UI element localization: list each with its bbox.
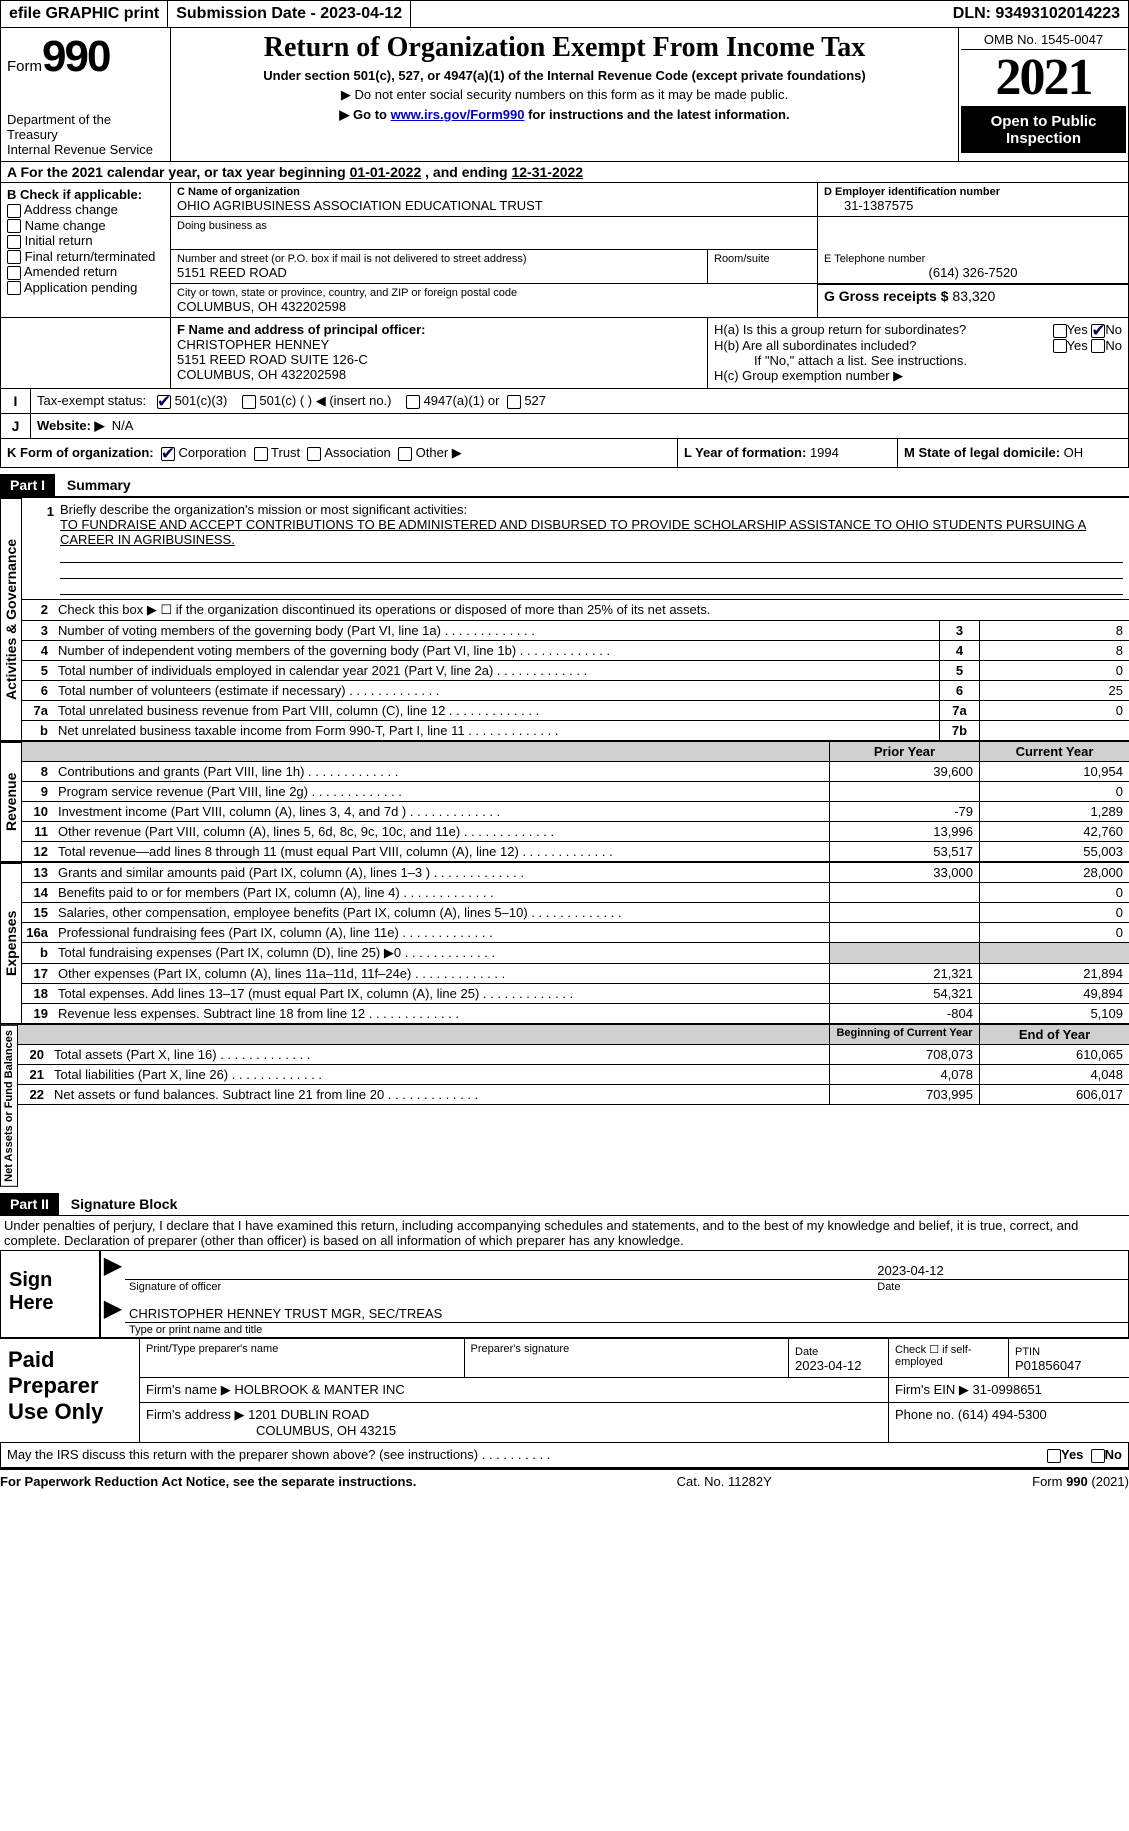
- ha-no[interactable]: [1091, 324, 1105, 338]
- firm-ein: 31-0998651: [972, 1382, 1041, 1397]
- row-klm: K Form of organization: Corporation Trus…: [0, 439, 1129, 468]
- chk-amended[interactable]: [7, 266, 21, 280]
- ssn-note: ▶ Do not enter social security numbers o…: [177, 87, 952, 103]
- form-990-box: Form990 Department of the Treasury Inter…: [1, 28, 171, 161]
- officer-name-title: CHRISTOPHER HENNEY TRUST MGR, SEC/TREAS: [125, 1294, 1128, 1323]
- exp-line-19: 19 Revenue less expenses. Subtract line …: [22, 1004, 1129, 1024]
- street-address: 5151 REED ROAD: [177, 265, 701, 280]
- net-line-20: 20 Total assets (Part X, line 16) 708,07…: [18, 1045, 1129, 1065]
- box-b: B Check if applicable: Address change Na…: [1, 183, 171, 317]
- form-title: Return of Organization Exempt From Incom…: [177, 32, 952, 64]
- rev-line-9: 9 Program service revenue (Part VIII, li…: [22, 782, 1129, 802]
- gov-line-b: b Net unrelated business taxable income …: [22, 721, 1129, 741]
- goto-note: ▶ Go to www.irs.gov/Form990 for instruct…: [177, 107, 952, 123]
- rev-line-10: 10 Investment income (Part VIII, column …: [22, 802, 1129, 822]
- exp-line-14: 14 Benefits paid to or for members (Part…: [22, 883, 1129, 903]
- ha-yes[interactable]: [1053, 324, 1067, 338]
- part1-header: Part I Summary: [0, 468, 1129, 497]
- hb-no[interactable]: [1091, 339, 1105, 353]
- row-j: J Website: ▶ N/A: [0, 414, 1129, 439]
- gov-line-4: 4 Number of independent voting members o…: [22, 641, 1129, 661]
- firm-phone: (614) 494-5300: [958, 1407, 1047, 1422]
- net-assets-section: Net Assets or Fund Balances Beginning of…: [0, 1024, 1129, 1187]
- omb-number: OMB No. 1545-0047: [961, 30, 1126, 50]
- gov-line-6: 6 Total number of volunteers (estimate i…: [22, 681, 1129, 701]
- row-i: I Tax-exempt status: 501(c)(3) 501(c) ( …: [0, 389, 1129, 414]
- form-subtitle: Under section 501(c), 527, or 4947(a)(1)…: [177, 68, 952, 83]
- entity-info: B Check if applicable: Address change Na…: [0, 183, 1129, 318]
- rev-line-11: 11 Other revenue (Part VIII, column (A),…: [22, 822, 1129, 842]
- mission-text: TO FUNDRAISE AND ACCEPT CONTRIBUTIONS TO…: [60, 517, 1086, 547]
- chk-501c3[interactable]: [157, 395, 171, 409]
- dln: DLN: 93493102014223: [945, 1, 1128, 27]
- row-fh: F Name and address of principal officer:…: [0, 318, 1129, 389]
- form-header: Form990 Department of the Treasury Inter…: [0, 28, 1129, 162]
- irs-link[interactable]: www.irs.gov/Form990: [391, 107, 525, 122]
- discuss-no[interactable]: [1091, 1449, 1105, 1463]
- chk-initial-return[interactable]: [7, 235, 21, 249]
- paid-preparer: Paid Preparer Use Only Print/Type prepar…: [0, 1338, 1129, 1442]
- rev-line-8: 8 Contributions and grants (Part VIII, l…: [22, 762, 1129, 782]
- topbar: efile GRAPHIC print Submission Date - 20…: [0, 0, 1129, 28]
- discuss-row: May the IRS discuss this return with the…: [0, 1442, 1129, 1468]
- perjury-statement: Under penalties of perjury, I declare th…: [0, 1216, 1129, 1251]
- sign-here: Sign Here ▶ 2023-04-12 Signature of offi…: [0, 1251, 1129, 1338]
- open-to-public: Open to Public Inspection: [961, 107, 1126, 153]
- chk-name-change[interactable]: [7, 219, 21, 233]
- city-state-zip: COLUMBUS, OH 432202598: [177, 299, 811, 314]
- net-line-22: 22 Net assets or fund balances. Subtract…: [18, 1085, 1129, 1105]
- hb-yes[interactable]: [1053, 339, 1067, 353]
- gov-line-3: 3 Number of voting members of the govern…: [22, 621, 1129, 641]
- tax-year: 2021: [961, 50, 1126, 107]
- net-line-21: 21 Total liabilities (Part X, line 26) 4…: [18, 1065, 1129, 1085]
- revenue-section: Revenue Prior Year Current Year 8 Contri…: [0, 741, 1129, 862]
- gov-line-7a: 7a Total unrelated business revenue from…: [22, 701, 1129, 721]
- exp-line-15: 15 Salaries, other compensation, employe…: [22, 903, 1129, 923]
- rev-line-12: 12 Total revenue—add lines 8 through 11 …: [22, 842, 1129, 862]
- page-footer: For Paperwork Reduction Act Notice, see …: [0, 1468, 1129, 1489]
- activities-governance: Activities & Governance 1 Briefly descri…: [0, 497, 1129, 741]
- submission-date: Submission Date - 2023-04-12: [168, 1, 411, 27]
- dept-treasury: Department of the Treasury Internal Reve…: [7, 112, 164, 157]
- ptin: P01856047: [1015, 1358, 1082, 1373]
- expenses-section: Expenses 13 Grants and similar amounts p…: [0, 862, 1129, 1024]
- exp-line-13: 13 Grants and similar amounts paid (Part…: [22, 863, 1129, 883]
- exp-line-18: 18 Total expenses. Add lines 13–17 (must…: [22, 984, 1129, 1004]
- chk-address-change[interactable]: [7, 204, 21, 218]
- exp-line-17: 17 Other expenses (Part IX, column (A), …: [22, 964, 1129, 984]
- calendar-year-row: A For the 2021 calendar year, or tax yea…: [0, 162, 1129, 183]
- firm-name: HOLBROOK & MANTER INC: [234, 1382, 404, 1397]
- chk-final-return[interactable]: [7, 250, 21, 264]
- chk-corp[interactable]: [161, 447, 175, 461]
- part2-header: Part II Signature Block: [0, 1187, 1129, 1216]
- discuss-yes[interactable]: [1047, 1449, 1061, 1463]
- efile-button[interactable]: efile GRAPHIC print: [1, 1, 168, 27]
- sign-date: 2023-04-12: [873, 1251, 1128, 1280]
- officer-name: CHRISTOPHER HENNEY: [177, 337, 701, 352]
- ein: 31-1387575: [824, 198, 1122, 213]
- exp-line-16a: 16a Professional fundraising fees (Part …: [22, 923, 1129, 943]
- phone: (614) 326-7520: [824, 265, 1122, 280]
- exp-line-b: b Total fundraising expenses (Part IX, c…: [22, 943, 1129, 964]
- gross-receipts: 83,320: [952, 288, 995, 304]
- website: N/A: [112, 418, 134, 433]
- chk-app-pending[interactable]: [7, 281, 21, 295]
- gov-line-5: 5 Total number of individuals employed i…: [22, 661, 1129, 681]
- org-name: OHIO AGRIBUSINESS ASSOCIATION EDUCATIONA…: [177, 198, 811, 213]
